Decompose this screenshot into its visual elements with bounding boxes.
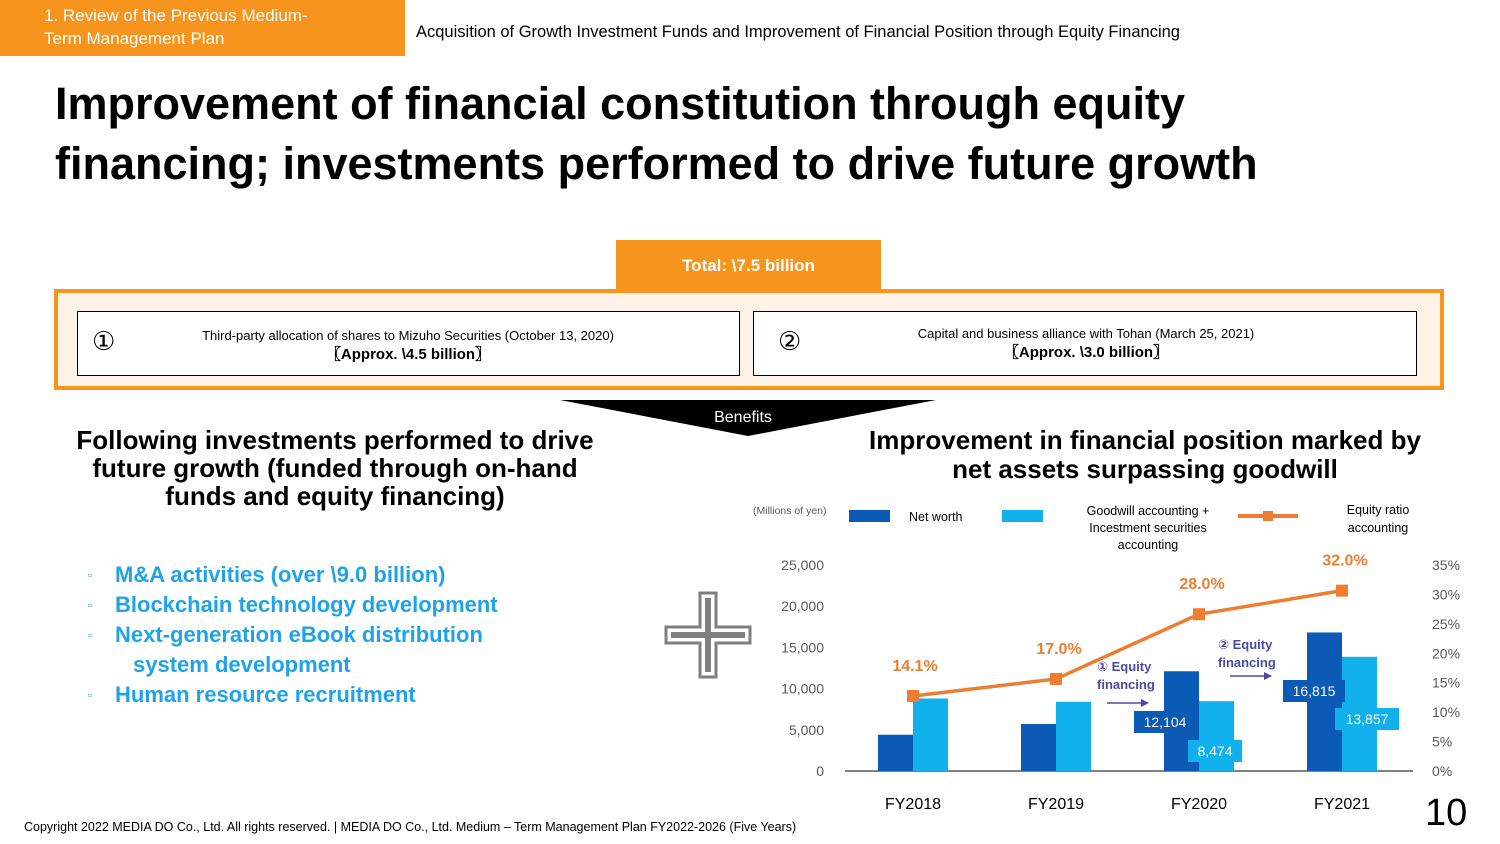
x-tick-label: FY2019 <box>1028 796 1084 813</box>
list-item-text-cont: system development <box>133 652 351 677</box>
funding-text-2: Capital and business alliance with Tohan… <box>917 326 1255 341</box>
y-tick-label: 15,000 <box>781 639 824 655</box>
slide-subtitle: Acquisition of Growth Investment Funds a… <box>416 23 1180 41</box>
bar-net-worth <box>878 734 913 771</box>
list-item: ▫ M&A activities (over \9.0 billion) <box>88 560 498 590</box>
list-item-text: M&A activities (over \9.0 billion) <box>115 562 446 587</box>
bar-net-worth <box>1021 724 1056 771</box>
bar-goodwill <box>913 698 948 771</box>
value-label-goodwill: 13,857 <box>1346 711 1389 727</box>
title-line1: Improvement of financial constitution th… <box>55 78 1186 129</box>
funding-box-1: ① Third-party allocation of shares to Mi… <box>77 311 740 376</box>
bar-goodwill <box>1056 701 1091 771</box>
list-item: ▫ Human resource recruitment <box>88 680 498 710</box>
x-tick-label: FY2021 <box>1314 796 1370 813</box>
benefits-arrow <box>560 400 936 436</box>
y2-tick-label: 5% <box>1432 734 1452 750</box>
legend-goodwill-line2: Incestment securities <box>1089 521 1206 535</box>
chart-unit-label: (Millions of yen) <box>753 505 827 517</box>
section-tag-line1: 1. Review of the Previous Medium- <box>44 6 308 25</box>
y2-tick-label: 30% <box>1432 586 1460 602</box>
financial-heading-line1: Improvement in financial position marked… <box>869 425 1421 455</box>
value-label-bg <box>1188 740 1242 762</box>
y-tick-label: 20,000 <box>781 598 824 614</box>
investments-heading-line3: funds and equity financing) <box>165 481 505 511</box>
legend-ratio-line2: accounting <box>1348 521 1409 535</box>
value-label-bg <box>1134 711 1196 733</box>
investments-heading-line2: future growth (funded through on-hand <box>92 453 578 483</box>
bullet-marker: ▫ <box>88 568 93 582</box>
section-tag: 1. Review of the Previous Medium- Term M… <box>0 0 405 56</box>
annotation-line2: financing <box>1097 677 1155 692</box>
y2-tick-label: 15% <box>1432 675 1460 691</box>
value-label-net-worth: 16,815 <box>1293 683 1336 699</box>
equity-ratio-line <box>912 588 1343 698</box>
financial-heading: Improvement in financial position marked… <box>830 426 1460 484</box>
equity-ratio-label: 28.0% <box>1179 576 1224 593</box>
investments-heading: Following investments performed to drive… <box>40 426 630 510</box>
equity-ratio-point <box>1193 608 1205 621</box>
bullet-marker: ▫ <box>88 688 93 702</box>
equity-ratio-label: 32.0% <box>1322 553 1367 570</box>
equity-ratio-label: 17.0% <box>1036 641 1081 658</box>
funding-amount-1: 〖Approx. \4.5 billion〗 <box>325 346 491 363</box>
value-label-goodwill: 8,474 <box>1197 743 1232 759</box>
legend-goodwill-line1: Goodwill accounting + <box>1087 504 1210 518</box>
slide-title: Improvement of financial constitution th… <box>55 74 1455 194</box>
funding-text-1: Third-party allocation of shares to Mizu… <box>202 328 614 343</box>
equity-ratio-point <box>907 690 919 703</box>
investment-list: ▫ M&A activities (over \9.0 billion) ▫ Blo… <box>88 560 498 710</box>
bullet-marker: ▫ <box>88 598 93 612</box>
y-tick-label: 0 <box>816 763 824 779</box>
equity-ratio-point <box>1336 584 1348 597</box>
legend-goodwill-line3: accounting <box>1118 538 1179 552</box>
benefits-label: Benefits <box>714 409 772 426</box>
legend-marker-ratio <box>1263 511 1273 521</box>
funding-amount-2: 〖Approx. \3.0 billion〗 <box>1003 344 1169 361</box>
value-label-bg <box>1335 708 1399 730</box>
financial-chart: (Millions of yen) Net worth Goodwill acc… <box>753 503 1460 813</box>
section-tag-line2: Term Management Plan <box>44 29 225 48</box>
y-tick-label: 5,000 <box>789 722 824 738</box>
annotation-line1: ① Equity <box>1097 659 1152 674</box>
investments-heading-line1: Following investments performed to drive <box>76 425 594 455</box>
list-item-text: Blockchain technology development <box>115 592 498 617</box>
footer-copyright: Copyright 2022 MEDIA DO Co., Ltd. All ri… <box>24 820 797 834</box>
y-tick-label: 10,000 <box>781 681 824 697</box>
plus-icon <box>664 591 752 679</box>
y2-tick-label: 0% <box>1432 763 1452 779</box>
bullet-marker: ▫ <box>88 628 93 642</box>
legend-swatch-goodwill <box>1002 510 1043 522</box>
annotation-line1: ② Equity <box>1218 637 1273 652</box>
x-tick-label: FY2020 <box>1171 796 1227 813</box>
legend-net-worth: Net worth <box>909 510 963 524</box>
funding-box-2: ② Capital and business alliance with Toh… <box>753 311 1417 376</box>
legend-swatch-net-worth <box>849 510 890 522</box>
funding-num-1: ① <box>92 326 116 356</box>
y2-tick-label: 25% <box>1432 616 1460 632</box>
value-label-net-worth: 12,104 <box>1144 714 1187 730</box>
list-item-text: Human resource recruitment <box>115 682 416 707</box>
value-label-bg <box>1283 680 1345 702</box>
y2-tick-label: 20% <box>1432 645 1460 661</box>
x-tick-label: FY2018 <box>885 796 941 813</box>
financial-heading-line2: net assets surpassing goodwill <box>952 454 1338 484</box>
y-tick-label: 25,000 <box>781 557 824 573</box>
legend-ratio-line1: Equity ratio <box>1347 503 1410 517</box>
funding-num-2: ② <box>778 326 802 356</box>
page-number: 10 <box>1425 792 1468 834</box>
title-line2: financing; investments performed to driv… <box>55 138 1258 189</box>
equity-ratio-label: 14.1% <box>892 658 937 675</box>
y2-tick-label: 35% <box>1432 557 1460 573</box>
y2-tick-label: 10% <box>1432 704 1460 720</box>
equity-ratio-point <box>1050 672 1062 685</box>
list-item: ▫ Next-generation eBook distribution syste… <box>88 620 498 680</box>
annotation-arrow-head <box>1264 672 1272 680</box>
total-tab: Total: \7.5 billion <box>616 240 881 290</box>
annotation-arrow-head <box>1141 699 1149 707</box>
list-item-text: Next-generation eBook distribution <box>115 622 483 647</box>
list-item: ▫ Blockchain technology development <box>88 590 498 620</box>
annotation-line2: financing <box>1218 655 1276 670</box>
